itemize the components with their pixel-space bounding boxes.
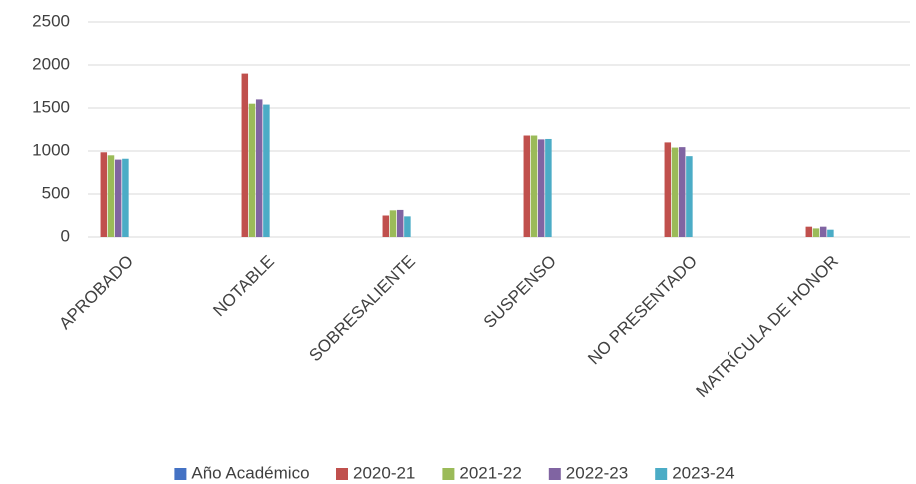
bar bbox=[396, 209, 404, 237]
x-tick-label: NOTABLE bbox=[209, 252, 278, 321]
y-tick-label: 1500 bbox=[32, 97, 70, 116]
bar bbox=[255, 99, 263, 238]
bar bbox=[664, 142, 672, 237]
bar bbox=[523, 135, 531, 237]
bar bbox=[545, 138, 552, 237]
y-tick-label: 500 bbox=[42, 183, 70, 202]
bar bbox=[107, 155, 115, 237]
legend-label: 2020-21 bbox=[353, 463, 415, 482]
legend-swatch bbox=[174, 468, 187, 480]
bar bbox=[805, 226, 813, 237]
bar bbox=[686, 156, 693, 237]
bar bbox=[537, 139, 545, 237]
x-tick-label: APROBADO bbox=[55, 252, 137, 334]
x-tick-label: NO PRESENTADO bbox=[584, 252, 701, 369]
bar bbox=[248, 103, 256, 237]
bar bbox=[389, 210, 397, 237]
legend-swatch bbox=[655, 468, 668, 480]
bar bbox=[263, 104, 270, 237]
bar bbox=[114, 159, 122, 237]
x-tick-label: MATRÍCULA DE HONOR bbox=[693, 252, 842, 401]
bar bbox=[382, 215, 390, 237]
bar bbox=[122, 158, 129, 237]
x-tick-label: SUSPENSO bbox=[480, 252, 560, 332]
legend-label: 2021-22 bbox=[459, 463, 521, 482]
x-tick-label: SOBRESALIENTE bbox=[305, 252, 419, 366]
bar bbox=[241, 73, 249, 237]
y-tick-label: 1000 bbox=[32, 140, 70, 159]
legend-label: Año Académico bbox=[191, 463, 309, 482]
legend-swatch bbox=[336, 468, 348, 480]
y-tick-label: 2500 bbox=[32, 11, 70, 30]
bar bbox=[812, 228, 820, 237]
bar bbox=[671, 147, 679, 237]
bar bbox=[678, 147, 686, 237]
legend-swatch bbox=[442, 468, 455, 480]
bar bbox=[100, 152, 108, 237]
bar bbox=[827, 229, 834, 237]
y-tick-label: 2000 bbox=[32, 54, 70, 73]
bar bbox=[404, 216, 411, 237]
bar bbox=[530, 135, 538, 237]
legend-swatch bbox=[548, 468, 561, 480]
y-tick-label: 0 bbox=[61, 226, 70, 245]
legend-label: 2023-24 bbox=[672, 463, 734, 482]
bar bbox=[819, 226, 827, 237]
legend-label: 2022-23 bbox=[566, 463, 628, 482]
